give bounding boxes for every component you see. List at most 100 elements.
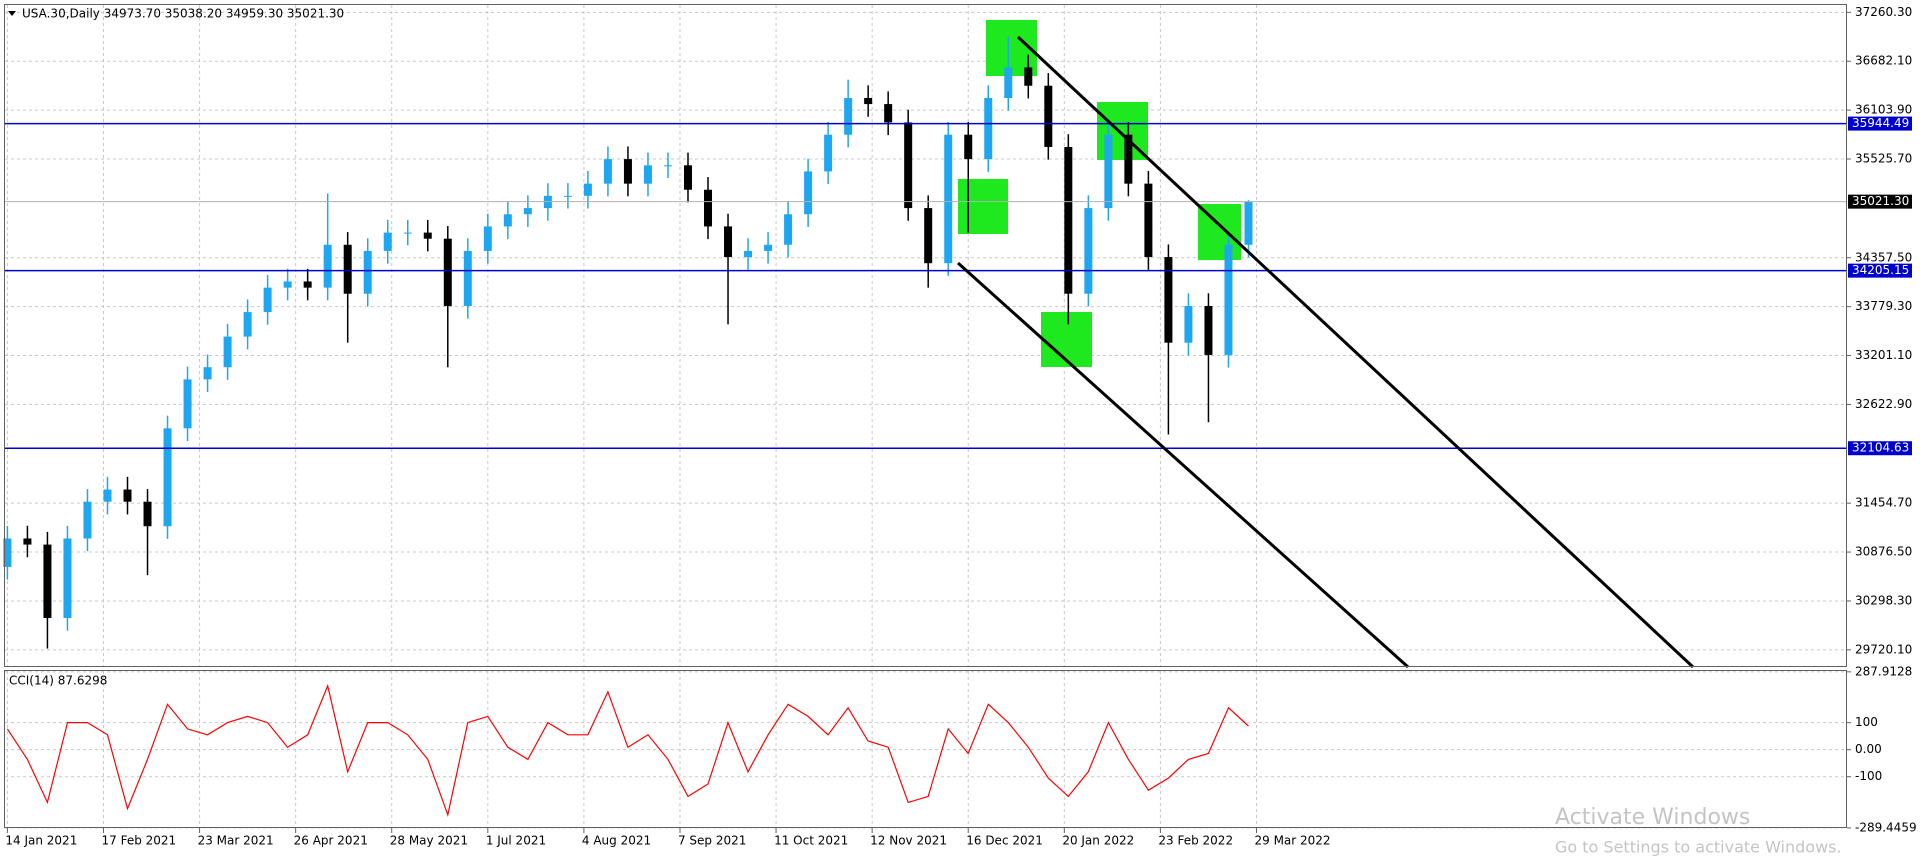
candle-body — [1064, 146, 1073, 294]
level-label: 34205.15 — [1852, 263, 1909, 277]
candle-body — [1104, 134, 1113, 209]
x-tick-label: 11 Oct 2021 — [774, 834, 848, 848]
candle-body — [1244, 201, 1253, 245]
x-tick-label: 23 Mar 2021 — [198, 834, 274, 848]
candle-body — [1024, 67, 1033, 86]
x-tick-label: 23 Feb 2022 — [1158, 834, 1233, 848]
candle-body — [443, 238, 452, 306]
x-tick-label: 12 Nov 2021 — [870, 834, 947, 848]
y-tick-label: 37260.30 — [1855, 5, 1912, 19]
candle-body — [363, 250, 372, 294]
x-tick-label: 28 May 2021 — [390, 834, 468, 848]
candle-body — [663, 165, 672, 167]
candle-body — [263, 287, 272, 313]
x-tick-label: 29 Mar 2022 — [1254, 834, 1330, 848]
candle-body — [483, 226, 492, 251]
candle-body — [183, 379, 192, 429]
level-label: 32104.63 — [1852, 441, 1909, 455]
y-tick-label: 36103.90 — [1855, 103, 1912, 117]
candle-body — [884, 104, 893, 123]
watermark: Go to Settings to activate Windows. — [1555, 838, 1842, 857]
candle-body — [704, 189, 713, 227]
y-tick-label: 287.9128 — [1855, 664, 1912, 678]
candle-body — [984, 98, 993, 160]
level-label-box — [1848, 441, 1912, 456]
x-tick-label: 17 Feb 2021 — [101, 834, 176, 848]
candle-body — [623, 159, 632, 184]
chart-title: USA.30,Daily 34973.70 35038.20 34959.30 … — [22, 7, 344, 21]
candle-body — [423, 232, 432, 239]
trend-line — [1016, 35, 1695, 669]
candle-body — [744, 250, 753, 258]
candle-body — [123, 489, 132, 502]
candle-body — [503, 214, 512, 227]
y-tick-label: 30298.30 — [1855, 593, 1912, 607]
candle-body — [23, 538, 32, 545]
candle-body — [964, 134, 973, 160]
candle-body — [1144, 183, 1153, 258]
cci-line — [6, 683, 1249, 817]
candle-body — [323, 244, 332, 288]
y-tick-label: 32622.90 — [1855, 397, 1912, 411]
x-tick-label: 4 Aug 2021 — [582, 834, 651, 848]
candle-body — [603, 159, 612, 184]
x-tick-label: 26 Apr 2021 — [294, 834, 368, 848]
x-tick-label: 20 Jan 2022 — [1062, 834, 1134, 848]
candle-body — [3, 538, 12, 567]
candle-body — [523, 208, 532, 215]
candle-body — [1184, 305, 1193, 343]
highlight-box — [958, 179, 1008, 234]
y-tick-label: 0.00 — [1855, 742, 1882, 756]
y-tick-label: -289.4459 — [1855, 820, 1917, 834]
candle-body — [683, 165, 692, 190]
candle-body — [43, 544, 52, 618]
x-tick-label: 14 Jan 2021 — [5, 834, 77, 848]
y-tick-label: 36682.10 — [1855, 54, 1912, 68]
y-tick-label: 34357.50 — [1855, 250, 1912, 264]
candle-body — [383, 232, 392, 251]
y-tick-label: 31454.70 — [1855, 496, 1912, 510]
y-tick-label: 29720.10 — [1855, 642, 1912, 656]
candle-body — [1224, 244, 1233, 355]
candle-body — [764, 244, 773, 251]
candle-body — [924, 208, 933, 264]
current-price-label: 35021.30 — [1852, 194, 1909, 208]
trend-line — [956, 261, 1410, 669]
candle-body — [784, 214, 793, 245]
candle-body — [944, 134, 953, 264]
candle-body — [864, 98, 873, 105]
candle-body — [824, 134, 833, 172]
x-tick-label: 16 Dec 2021 — [966, 834, 1043, 848]
level-label-box — [1848, 116, 1912, 131]
menu-triangle[interactable] — [8, 11, 16, 16]
y-tick-label: 33201.10 — [1855, 348, 1912, 362]
labels-layer: 14 Jan 2021 17 Feb 2021 23 Mar 2021 26 Apr … — [5, 5, 1916, 848]
candle-body — [163, 428, 172, 527]
y-tick-label: 35525.70 — [1855, 151, 1912, 165]
y-tick-label: 33779.30 — [1855, 299, 1912, 313]
y-tick-label: -100 — [1855, 769, 1882, 783]
candle-body — [643, 165, 652, 184]
candle-body — [463, 250, 472, 306]
candle-body — [724, 226, 733, 258]
candle-body — [1124, 134, 1133, 184]
level-label: 35944.49 — [1852, 116, 1909, 130]
candle-body — [223, 336, 232, 368]
marks-layer — [3, 36, 1847, 817]
candle-body — [1044, 85, 1053, 147]
candle-body — [844, 98, 853, 135]
candle-body — [103, 489, 112, 502]
watermark: Activate Windows — [1555, 805, 1750, 830]
current-price-box — [1848, 194, 1912, 209]
x-tick-label: 1 Jul 2021 — [486, 834, 546, 848]
candle-body — [283, 281, 292, 288]
candle-body — [563, 195, 572, 197]
candle-body — [904, 122, 913, 209]
x-tick-label: 7 Sep 2021 — [678, 834, 746, 848]
candle-body — [1084, 208, 1093, 294]
candle-body — [203, 367, 212, 380]
candle-body — [1004, 67, 1013, 99]
